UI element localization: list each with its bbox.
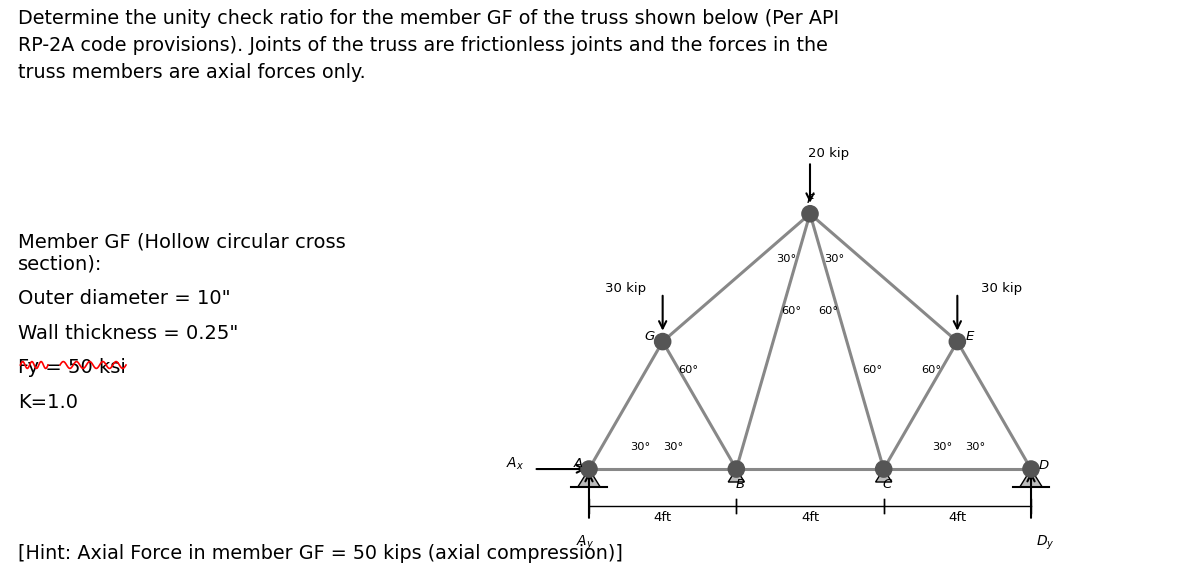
Text: 4ft: 4ft	[800, 511, 820, 524]
Polygon shape	[876, 469, 892, 482]
Text: 30°: 30°	[776, 254, 796, 264]
Circle shape	[654, 333, 671, 350]
Text: Outer diameter = 10": Outer diameter = 10"	[18, 289, 230, 308]
Polygon shape	[578, 469, 600, 486]
Text: 4ft: 4ft	[654, 511, 672, 524]
Text: C: C	[883, 478, 892, 491]
Text: F: F	[806, 193, 814, 206]
Text: A: A	[574, 457, 582, 470]
Text: D: D	[1039, 459, 1049, 472]
Text: 60°: 60°	[678, 364, 698, 375]
Text: 30 kip: 30 kip	[605, 282, 647, 295]
Circle shape	[1022, 461, 1039, 477]
Text: 60°: 60°	[818, 305, 839, 316]
Text: $A_x$: $A_x$	[506, 456, 524, 472]
Text: $A_y$: $A_y$	[576, 533, 594, 552]
Circle shape	[802, 206, 818, 222]
Circle shape	[728, 461, 744, 477]
Text: Member GF (Hollow circular cross
section):: Member GF (Hollow circular cross section…	[18, 232, 346, 273]
Text: G: G	[644, 329, 655, 343]
Text: Determine the unity check ratio for the member GF of the truss shown below (Per : Determine the unity check ratio for the …	[18, 9, 839, 82]
Text: 30°: 30°	[824, 254, 844, 264]
Text: 30 kip: 30 kip	[980, 282, 1022, 295]
Text: $D_y$: $D_y$	[1037, 533, 1055, 552]
Text: E: E	[966, 329, 974, 343]
Text: 20 kip: 20 kip	[808, 147, 848, 160]
Text: 4ft: 4ft	[948, 511, 966, 524]
Text: Fy = 50 ksi: Fy = 50 ksi	[18, 358, 126, 377]
Text: 30°: 30°	[630, 442, 650, 452]
Polygon shape	[728, 469, 744, 482]
Text: 60°: 60°	[781, 305, 802, 316]
Circle shape	[876, 461, 892, 477]
Text: 60°: 60°	[922, 364, 942, 375]
Text: K=1.0: K=1.0	[18, 393, 78, 411]
Text: 30°: 30°	[966, 442, 986, 452]
Text: [Hint: Axial Force in member GF = 50 kips (axial compression)]: [Hint: Axial Force in member GF = 50 kip…	[18, 544, 623, 563]
Text: B: B	[736, 478, 744, 491]
Text: 60°: 60°	[863, 364, 883, 375]
Circle shape	[949, 333, 966, 350]
Circle shape	[581, 461, 598, 477]
Text: 30°: 30°	[932, 442, 953, 452]
Text: Wall thickness = 0.25": Wall thickness = 0.25"	[18, 324, 239, 343]
Text: 30°: 30°	[664, 442, 684, 452]
Polygon shape	[1020, 469, 1042, 486]
